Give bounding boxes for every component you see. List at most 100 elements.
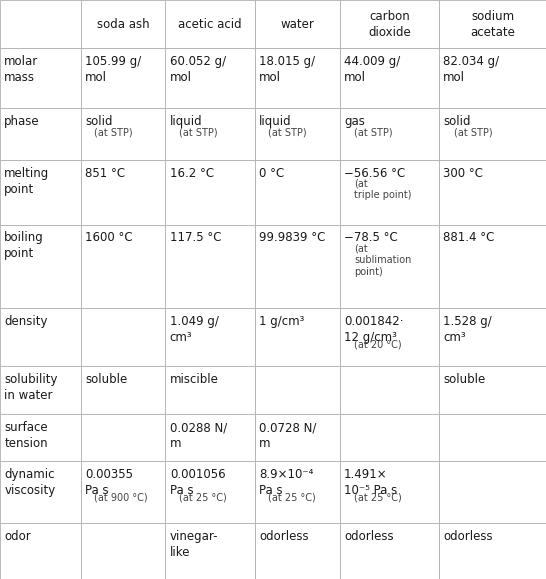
Bar <box>0 108 81 160</box>
Text: odorless: odorless <box>344 530 394 543</box>
Bar <box>255 367 340 415</box>
Bar <box>165 160 255 225</box>
Text: (at
sublimation
point): (at sublimation point) <box>354 244 411 277</box>
Text: odorless: odorless <box>443 530 493 543</box>
Bar <box>439 523 546 579</box>
Bar <box>340 160 439 225</box>
Text: 18.015 g/
mol: 18.015 g/ mol <box>259 55 316 84</box>
Text: 0.001842·
12 g/cm³: 0.001842· 12 g/cm³ <box>344 315 403 344</box>
Text: soda ash: soda ash <box>97 17 150 31</box>
Text: 105.99 g/
mol: 105.99 g/ mol <box>85 55 141 84</box>
Text: 1.491×
10⁻⁵ Pa s: 1.491× 10⁻⁵ Pa s <box>344 468 397 497</box>
Text: liquid: liquid <box>259 115 292 128</box>
Text: 44.009 g/
mol: 44.009 g/ mol <box>344 55 400 84</box>
Text: 0.001056
Pa s: 0.001056 Pa s <box>170 468 225 497</box>
Bar <box>165 225 255 308</box>
Bar <box>340 48 439 108</box>
Bar <box>255 308 340 367</box>
Bar <box>165 523 255 579</box>
Bar <box>0 225 81 308</box>
Bar <box>255 523 340 579</box>
Bar <box>0 367 81 415</box>
Bar <box>81 523 165 579</box>
Text: −78.5 °C: −78.5 °C <box>344 232 397 244</box>
Text: (at STP): (at STP) <box>94 127 132 137</box>
Text: (at STP): (at STP) <box>179 127 217 137</box>
Text: 1 g/cm³: 1 g/cm³ <box>259 315 305 328</box>
Text: (at STP): (at STP) <box>354 127 393 137</box>
Bar <box>81 308 165 367</box>
Text: phase: phase <box>4 115 40 128</box>
Bar <box>255 160 340 225</box>
Text: boiling
point: boiling point <box>4 232 44 261</box>
Text: 8.9×10⁻⁴
Pa s: 8.9×10⁻⁴ Pa s <box>259 468 314 497</box>
Text: 0.0728 N/
m: 0.0728 N/ m <box>259 422 317 450</box>
Text: melting
point: melting point <box>4 167 50 196</box>
Bar <box>81 160 165 225</box>
Bar <box>81 225 165 308</box>
Bar <box>439 367 546 415</box>
Text: odor: odor <box>4 530 31 543</box>
Text: (at 25 °C): (at 25 °C) <box>354 493 402 503</box>
Bar <box>0 160 81 225</box>
Bar <box>165 367 255 415</box>
Text: (at STP): (at STP) <box>454 127 492 137</box>
Bar <box>340 308 439 367</box>
Bar <box>0 415 81 461</box>
Bar <box>340 367 439 415</box>
Text: carbon
dioxide: carbon dioxide <box>368 9 411 39</box>
Text: 0.00355
Pa s: 0.00355 Pa s <box>85 468 133 497</box>
Text: 1.528 g/
cm³: 1.528 g/ cm³ <box>443 315 492 344</box>
Text: surface
tension: surface tension <box>4 422 48 450</box>
Text: 300 °C: 300 °C <box>443 167 483 179</box>
Text: sodium
acetate: sodium acetate <box>470 9 515 39</box>
Bar <box>81 461 165 523</box>
Bar <box>255 461 340 523</box>
Bar <box>340 225 439 308</box>
Bar <box>165 48 255 108</box>
Text: 60.052 g/
mol: 60.052 g/ mol <box>170 55 226 84</box>
Text: solubility
in water: solubility in water <box>4 373 58 402</box>
Bar <box>165 308 255 367</box>
Bar <box>255 0 340 48</box>
Bar <box>0 461 81 523</box>
Text: liquid: liquid <box>170 115 203 128</box>
Bar <box>165 415 255 461</box>
Bar <box>81 108 165 160</box>
Text: odorless: odorless <box>259 530 309 543</box>
Bar <box>81 415 165 461</box>
Bar <box>439 461 546 523</box>
Text: density: density <box>4 315 48 328</box>
Text: molar
mass: molar mass <box>4 55 39 84</box>
Text: −56.56 °C: −56.56 °C <box>344 167 405 179</box>
Text: (at
triple point): (at triple point) <box>354 179 412 200</box>
Text: miscible: miscible <box>170 373 219 386</box>
Text: soluble: soluble <box>443 373 485 386</box>
Bar <box>81 367 165 415</box>
Bar <box>0 48 81 108</box>
Text: 117.5 °C: 117.5 °C <box>170 232 221 244</box>
Text: vinegar-
like: vinegar- like <box>170 530 218 559</box>
Bar <box>439 415 546 461</box>
Bar <box>0 308 81 367</box>
Bar <box>255 225 340 308</box>
Bar <box>439 225 546 308</box>
Text: acetic acid: acetic acid <box>179 17 242 31</box>
Text: gas: gas <box>344 115 365 128</box>
Text: 851 °C: 851 °C <box>85 167 125 179</box>
Text: 1600 °C: 1600 °C <box>85 232 133 244</box>
Text: 99.9839 °C: 99.9839 °C <box>259 232 326 244</box>
Bar <box>165 0 255 48</box>
Text: 881.4 °C: 881.4 °C <box>443 232 495 244</box>
Text: solid: solid <box>85 115 112 128</box>
Bar <box>439 108 546 160</box>
Bar <box>439 0 546 48</box>
Bar <box>0 523 81 579</box>
Text: (at 20 °C): (at 20 °C) <box>354 339 401 350</box>
Text: 1.049 g/
cm³: 1.049 g/ cm³ <box>170 315 219 344</box>
Bar <box>165 108 255 160</box>
Text: 16.2 °C: 16.2 °C <box>170 167 214 179</box>
Bar <box>255 108 340 160</box>
Text: 82.034 g/
mol: 82.034 g/ mol <box>443 55 500 84</box>
Text: solid: solid <box>443 115 471 128</box>
